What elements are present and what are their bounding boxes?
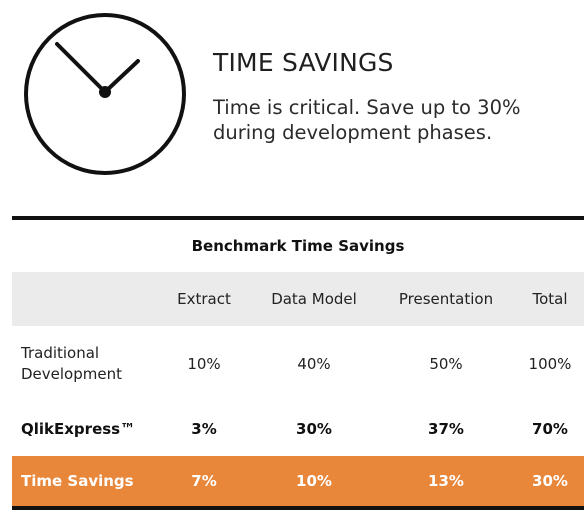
table-row-qlikexpress: QlikExpress™ 3% 30% 37% 70% [12,401,584,456]
clock-icon [24,13,186,175]
column-header-extract: Extract [177,290,231,308]
column-header-presentation: Presentation [398,290,494,308]
row-label: QlikExpress™ [21,419,136,438]
column-header-data-model: Data Model [271,290,357,308]
table-cell: 10% [187,354,221,373]
row-label: Traditional Development [12,326,156,401]
table-header-row: Extract Data Model Presentation Total [12,272,584,326]
row-label-line: Traditional [21,343,100,362]
subtitle-line: Time is critical. Save up to 30% [213,96,521,119]
table-cell: 13% [428,472,464,490]
table-bottom-rule [12,506,584,510]
table-top-rule [12,216,584,220]
page-subtitle: Time is critical. Save up to 30% during … [213,95,573,145]
column-header [12,272,156,326]
page-title: TIME SAVINGS [213,48,394,77]
subtitle-line: during development phases. [213,121,493,144]
table-cell: 50% [429,354,463,373]
row-label-line: Development [21,364,122,383]
table-cell: 3% [191,419,217,438]
column-header-total: Total [532,290,568,308]
table-cell: 40% [297,354,331,373]
table-row-time-savings: Time Savings 7% 10% 13% 30% [12,456,584,506]
table-row-traditional: Traditional Development 10% 40% 50% 100% [12,326,584,401]
table-cell: 70% [532,419,568,438]
table-cell: 10% [296,472,332,490]
table-cell: 7% [191,472,217,490]
table-caption: Benchmark Time Savings [191,237,405,255]
row-label: Time Savings [21,472,134,490]
table-cell: 30% [296,419,332,438]
table-cell: 30% [532,472,568,490]
table-cell: 100% [528,354,572,373]
table-cell: 37% [428,419,464,438]
benchmark-table: Benchmark Time Savings Extract Data Mode… [12,216,584,510]
